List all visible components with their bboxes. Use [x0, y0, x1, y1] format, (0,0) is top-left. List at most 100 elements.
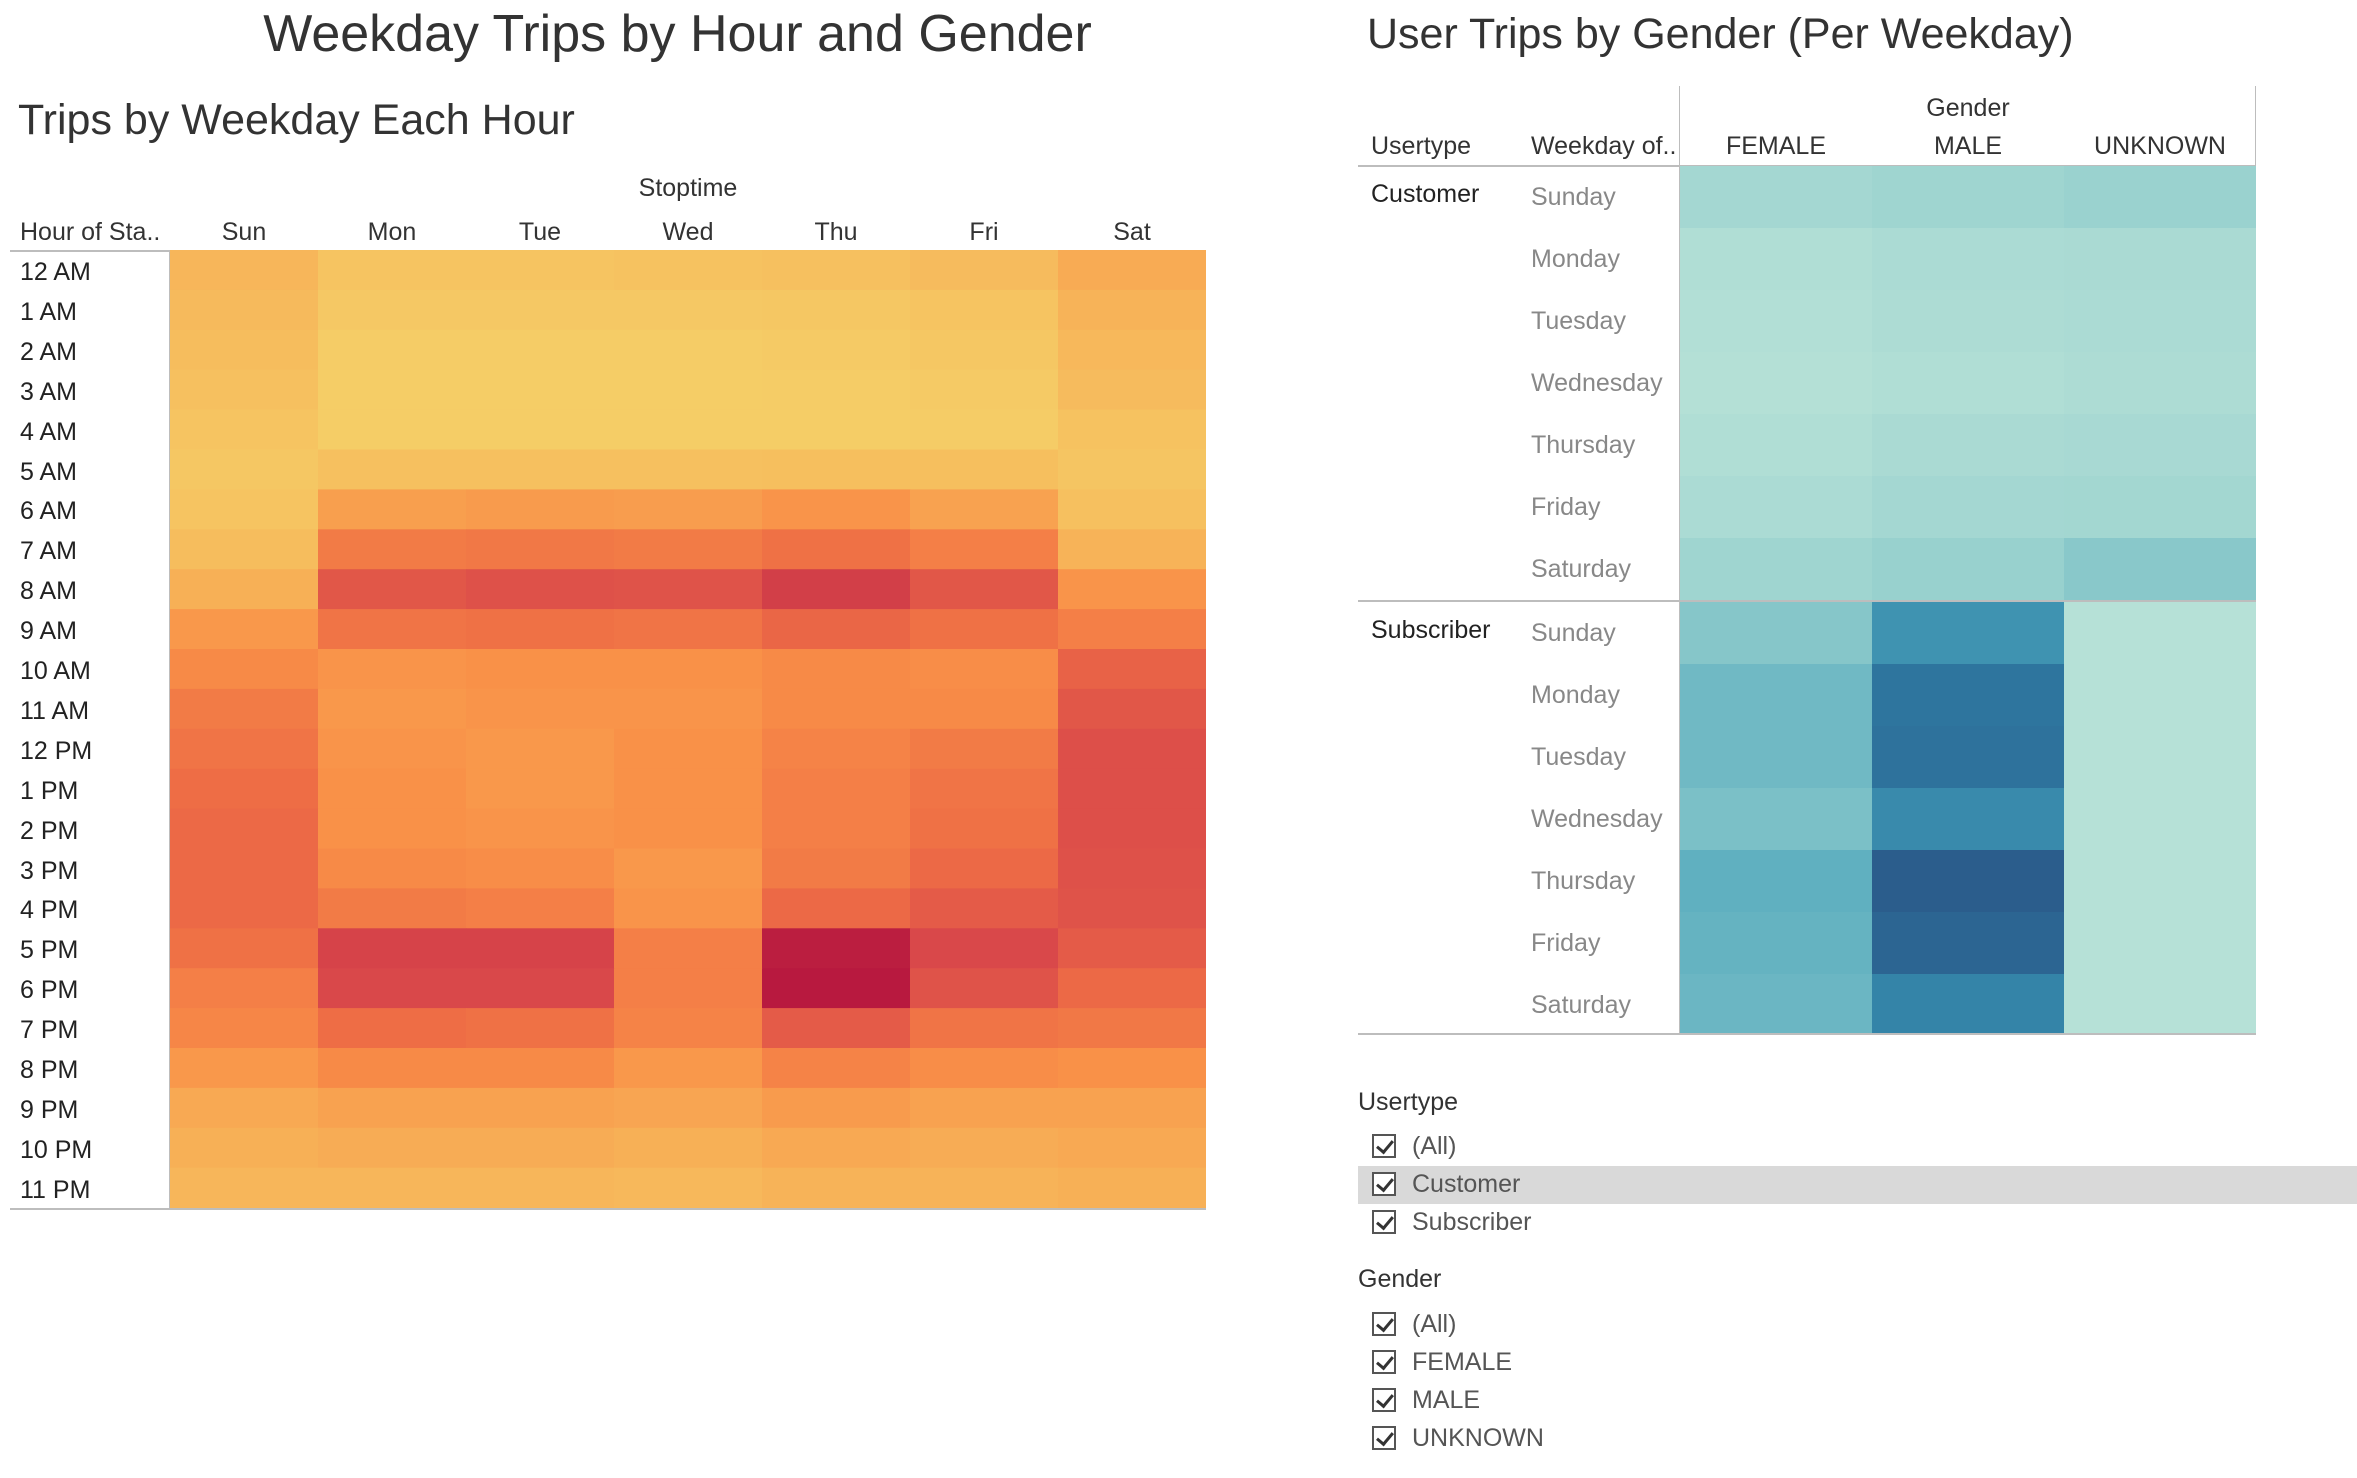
heatmap-cell[interactable] — [170, 329, 319, 371]
heatmap-cell[interactable] — [614, 1167, 763, 1208]
heatmap-cell[interactable] — [466, 1048, 615, 1089]
heatmap-cell[interactable] — [1058, 808, 1206, 849]
heatmap-cell[interactable] — [614, 728, 763, 770]
gender-heatmap-cell[interactable] — [2064, 912, 2256, 975]
heatmap-cell[interactable] — [170, 768, 319, 810]
heatmap-cell[interactable] — [762, 888, 911, 929]
heatmap-cell[interactable] — [1058, 1087, 1206, 1129]
heatmap-cell[interactable] — [466, 409, 615, 450]
heatmap-cell[interactable] — [318, 808, 467, 849]
heatmap-cell[interactable] — [614, 329, 763, 371]
filter-option[interactable]: UNKNOWN — [1358, 1420, 2357, 1458]
heatmap-cell[interactable] — [170, 848, 319, 889]
gender-heatmap-cell[interactable] — [1680, 166, 1873, 229]
heatmap-cell[interactable] — [466, 968, 615, 1009]
heatmap-cell[interactable] — [762, 1167, 911, 1208]
heatmap-cell[interactable] — [1058, 489, 1206, 530]
heatmap-cell[interactable] — [466, 649, 615, 690]
heatmap-cell[interactable] — [614, 888, 763, 929]
heatmap-cell[interactable] — [1058, 449, 1206, 490]
heatmap-cell[interactable] — [1058, 409, 1206, 450]
heatmap-cell[interactable] — [910, 289, 1059, 331]
heatmap-cell[interactable] — [466, 449, 615, 490]
checkbox[interactable] — [1372, 1426, 1396, 1450]
heatmap-cell[interactable] — [318, 848, 467, 889]
filter-option[interactable]: (All) — [1358, 1128, 2357, 1166]
heatmap-cell[interactable] — [762, 609, 911, 650]
heatmap-cell[interactable] — [762, 489, 911, 530]
heatmap-cell[interactable] — [614, 250, 763, 291]
heatmap-cell[interactable] — [1058, 1167, 1206, 1208]
heatmap-cell[interactable] — [466, 569, 615, 610]
gender-heatmap-cell[interactable] — [2064, 476, 2256, 539]
heatmap-cell[interactable] — [1058, 968, 1206, 1009]
gender-heatmap-cell[interactable] — [1680, 352, 1873, 415]
heatmap-cell[interactable] — [614, 649, 763, 690]
heatmap-cell[interactable] — [762, 1127, 911, 1169]
weekday-column-header[interactable]: Weekday of.. — [1531, 132, 1677, 160]
heatmap-cell[interactable] — [318, 768, 467, 810]
heatmap-cell[interactable] — [170, 968, 319, 1009]
heatmap-cell[interactable] — [1058, 888, 1206, 929]
heatmap-cell[interactable] — [910, 888, 1059, 929]
heatmap-cell[interactable] — [170, 1167, 319, 1208]
heatmap-cell[interactable] — [910, 1127, 1059, 1169]
heatmap-cell[interactable] — [614, 808, 763, 849]
heatmap-cell[interactable] — [614, 968, 763, 1009]
heatmap-cell[interactable] — [170, 808, 319, 849]
gender-heatmap-cell[interactable] — [1872, 664, 2065, 727]
gender-heatmap-cell[interactable] — [1680, 290, 1873, 353]
heatmap-cell[interactable] — [170, 888, 319, 929]
heatmap-cell[interactable] — [318, 649, 467, 690]
heatmap-cell[interactable] — [762, 529, 911, 570]
hour-of-start-header[interactable]: Hour of Sta.. — [20, 218, 161, 246]
heatmap-cell[interactable] — [762, 1087, 911, 1129]
gender-heatmap-cell[interactable] — [2064, 290, 2256, 353]
heatmap-cell[interactable] — [910, 449, 1059, 490]
heatmap-cell[interactable] — [762, 968, 911, 1009]
heatmap-cell[interactable] — [762, 449, 911, 490]
heatmap-cell[interactable] — [762, 808, 911, 849]
heatmap-cell[interactable] — [1058, 329, 1206, 371]
heatmap-cell[interactable] — [910, 1087, 1059, 1129]
gender-heatmap-cell[interactable] — [1872, 476, 2065, 539]
heatmap-cell[interactable] — [614, 1127, 763, 1169]
heatmap-cell[interactable] — [1058, 848, 1206, 889]
heatmap-cell[interactable] — [170, 728, 319, 770]
gender-heatmap-cell[interactable] — [1680, 974, 1873, 1034]
gender-heatmap-cell[interactable] — [1680, 414, 1873, 477]
heatmap-cell[interactable] — [614, 369, 763, 411]
heatmap-cell[interactable] — [170, 688, 319, 730]
heatmap-cell[interactable] — [1058, 369, 1206, 411]
heatmap-cell[interactable] — [614, 529, 763, 570]
heatmap-cell[interactable] — [1058, 529, 1206, 570]
heatmap-cell[interactable] — [466, 688, 615, 730]
heatmap-cell[interactable] — [762, 848, 911, 889]
heatmap-cell[interactable] — [614, 1087, 763, 1129]
heatmap-cell[interactable] — [614, 289, 763, 331]
heatmap-cell[interactable] — [318, 1008, 467, 1049]
gender-heatmap-cell[interactable] — [2064, 664, 2256, 727]
gender-heatmap-cell[interactable] — [2064, 228, 2256, 291]
heatmap-cell[interactable] — [614, 848, 763, 889]
heatmap-cell[interactable] — [170, 369, 319, 411]
heatmap-cell[interactable] — [318, 968, 467, 1009]
heatmap-cell[interactable] — [318, 449, 467, 490]
heatmap-cell[interactable] — [466, 1127, 615, 1169]
heatmap-cell[interactable] — [614, 688, 763, 730]
heatmap-cell[interactable] — [1058, 569, 1206, 610]
heatmap-cell[interactable] — [762, 1008, 911, 1049]
heatmap-cell[interactable] — [614, 569, 763, 610]
checkbox[interactable] — [1372, 1350, 1396, 1374]
gender-heatmap-cell[interactable] — [1680, 850, 1873, 913]
filter-option[interactable]: (All) — [1358, 1306, 2357, 1344]
gender-heatmap-cell[interactable] — [2064, 850, 2256, 913]
heatmap-cell[interactable] — [466, 888, 615, 929]
heatmap-cell[interactable] — [614, 449, 763, 490]
heatmap-cell[interactable] — [1058, 928, 1206, 969]
heatmap-cell[interactable] — [466, 928, 615, 969]
heatmap-cell[interactable] — [910, 728, 1059, 770]
heatmap-cell[interactable] — [762, 1048, 911, 1089]
heatmap-cell[interactable] — [170, 409, 319, 450]
heatmap-cell[interactable] — [170, 1008, 319, 1049]
